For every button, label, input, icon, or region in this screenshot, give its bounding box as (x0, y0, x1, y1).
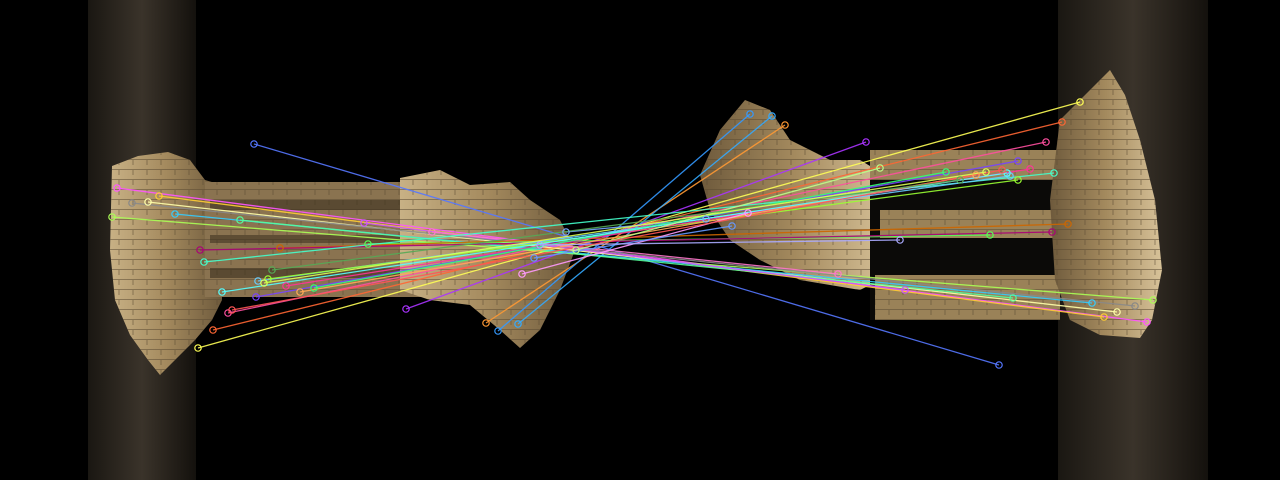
keypoint-left (250, 140, 258, 148)
keypoint-right (862, 138, 870, 146)
keypoint-right (1076, 98, 1084, 106)
keypoint-left (218, 288, 226, 296)
keypoint-left (144, 198, 152, 206)
keypoint-right (746, 110, 754, 118)
match-line (263, 171, 987, 284)
keypoint-left (108, 213, 116, 221)
keypoint-right (1048, 228, 1056, 236)
keypoint-right (728, 222, 736, 230)
keypoint-left (276, 244, 284, 252)
keypoint-right (896, 236, 904, 244)
keypoint-left (402, 305, 410, 313)
match-line (539, 239, 901, 246)
keypoint-right (1100, 313, 1108, 321)
keypoint-right (998, 166, 1006, 174)
keypoint-right (986, 231, 994, 239)
keypoint-left (364, 240, 372, 248)
keypoint-right (1131, 302, 1139, 310)
keypoint-right (1014, 176, 1022, 184)
keypoint-right (781, 121, 789, 129)
keypoint-right (1026, 165, 1034, 173)
match-line (431, 231, 839, 275)
keypoint-left (264, 275, 272, 283)
keypoint-left (200, 258, 208, 266)
keypoint-left (518, 270, 526, 278)
keypoint-right (1113, 308, 1121, 316)
keypoint-right (901, 286, 909, 294)
keypoint-left (310, 284, 318, 292)
keypoint-left (572, 246, 580, 254)
keypoint-right (1149, 296, 1157, 304)
keypoint-left (194, 344, 202, 352)
keypoint-right (1064, 220, 1072, 228)
keypoint-left (171, 210, 179, 218)
keypoint-left (494, 327, 502, 335)
keypoint-right (956, 176, 964, 184)
keypoint-right (1050, 169, 1058, 177)
match-line (147, 201, 1118, 313)
keypoint-right (1088, 299, 1096, 307)
keypoint-right (702, 215, 710, 223)
keypoint-left (282, 282, 290, 290)
keypoint-right (768, 112, 776, 120)
keypoint-right (1009, 294, 1017, 302)
match-line (497, 113, 751, 332)
keypoint-left (113, 184, 121, 192)
match-line (131, 202, 1136, 307)
match-line (517, 115, 773, 325)
match-lines (111, 101, 1154, 366)
keypoint-left (236, 216, 244, 224)
keypoint-right (982, 168, 990, 176)
match-line (116, 187, 1148, 323)
match-line (271, 179, 961, 271)
keypoint-left (482, 319, 490, 327)
keypoint-left (228, 306, 236, 314)
keypoint-left (260, 279, 268, 287)
keypoint-left (562, 228, 570, 236)
keypoint-left (296, 288, 304, 296)
match-line (533, 225, 733, 259)
match-line (231, 169, 1003, 311)
match-line (485, 124, 786, 324)
keypoint-right (972, 171, 980, 179)
keypoints (108, 98, 1157, 369)
keypoint-left (268, 266, 276, 274)
keypoint-right (876, 164, 884, 172)
left-temple-model (110, 152, 575, 375)
keypoint-left (252, 293, 260, 301)
match-line (575, 167, 881, 251)
keypoint-right (834, 270, 842, 278)
match-line (239, 219, 1014, 299)
keypoint-right (1042, 138, 1050, 146)
keypoint-right (744, 209, 752, 217)
keypoint-left (428, 228, 436, 236)
keypoint-left (530, 254, 538, 262)
keypoint-left (209, 326, 217, 334)
keypoint-left (360, 219, 368, 227)
keypoint-right (942, 168, 950, 176)
keypoint-right (995, 361, 1003, 369)
keypoint-left (196, 246, 204, 254)
keypoint-right (1058, 118, 1066, 126)
keypoint-left (514, 320, 522, 328)
keypoint-right (1143, 318, 1151, 326)
keypoint-left (155, 192, 163, 200)
keypoint-left (128, 199, 136, 207)
keypoint-left (536, 241, 544, 249)
keypoint-right (1014, 157, 1022, 165)
